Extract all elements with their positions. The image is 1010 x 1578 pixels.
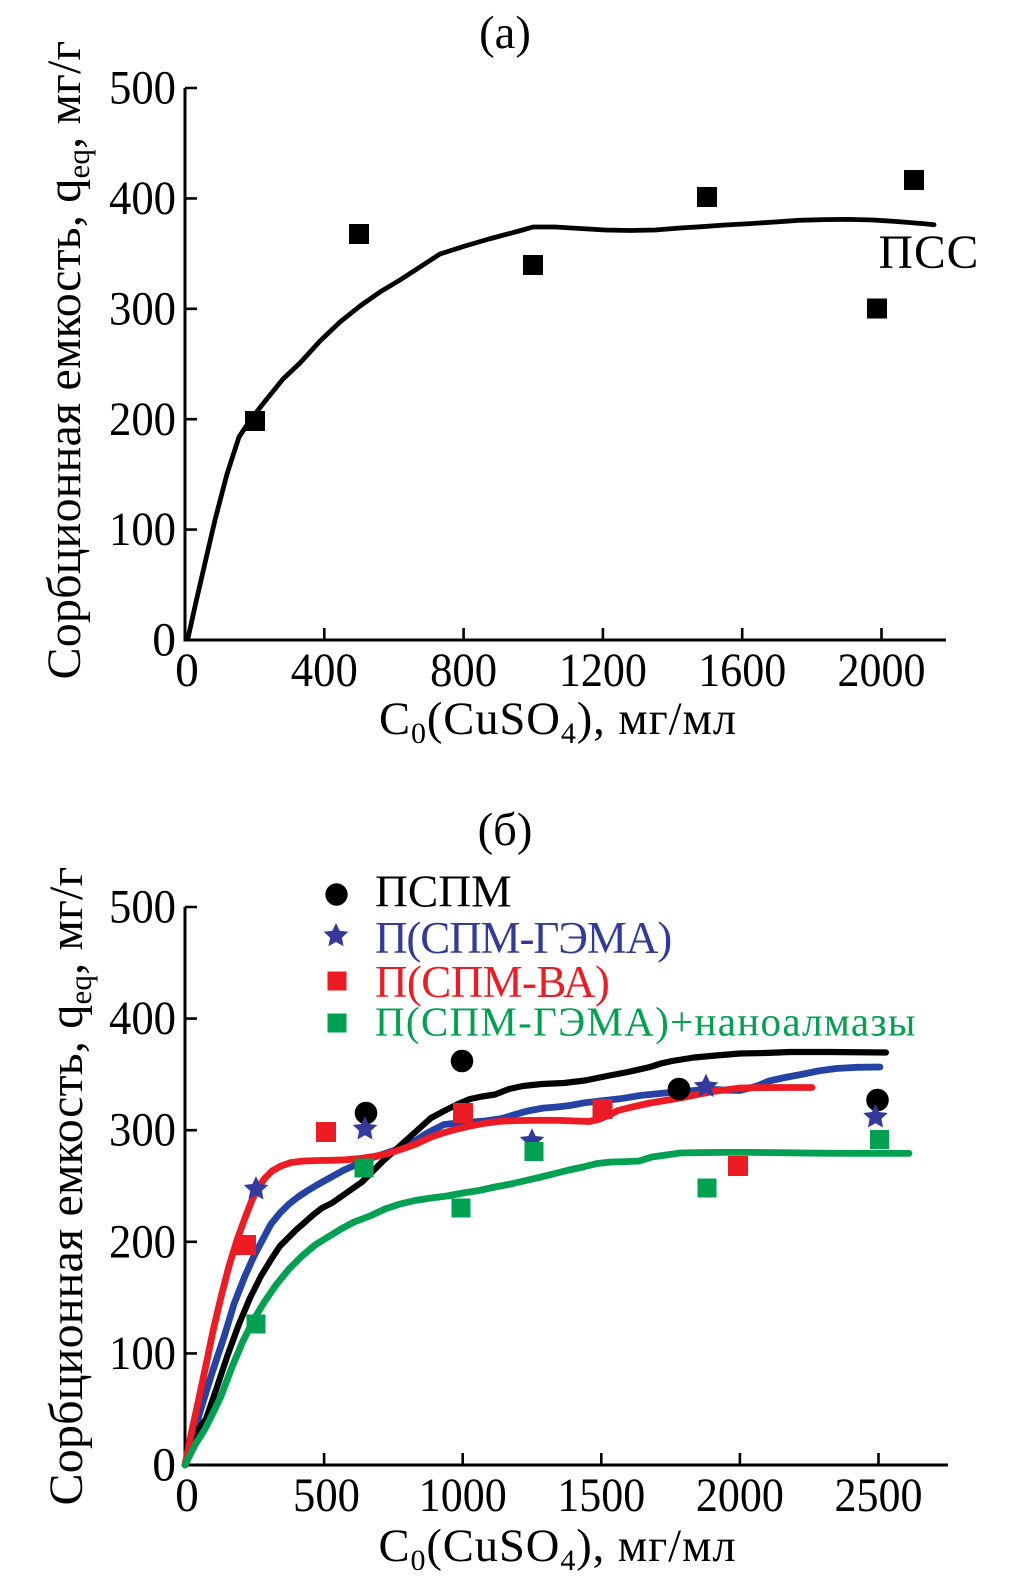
svg-text:2500: 2500 <box>835 1470 923 1522</box>
svg-text:C0(CuSO4), мг/мл: C0(CuSO4), мг/мл <box>378 1520 736 1577</box>
svg-text:0: 0 <box>175 1470 199 1522</box>
svg-text:300: 300 <box>109 283 176 335</box>
svg-text:Сорбционная емкость, qeq, мг/г: Сорбционная емкость, qeq, мг/г <box>38 41 96 680</box>
svg-text:П(СПМ-ГЭМА): П(СПМ-ГЭМА) <box>375 913 671 963</box>
svg-text:П(СПМ-ГЭМА)+наноалмазы: П(СПМ-ГЭМА)+наноалмазы <box>375 999 917 1045</box>
svg-text:200: 200 <box>109 1216 176 1268</box>
svg-text:1200: 1200 <box>559 645 647 697</box>
svg-text:0: 0 <box>152 615 176 667</box>
svg-text:2000: 2000 <box>696 1470 784 1522</box>
svg-text:300: 300 <box>109 1105 176 1157</box>
svg-text:1600: 1600 <box>698 645 786 697</box>
svg-text:(б): (б) <box>478 804 533 856</box>
svg-text:2000: 2000 <box>838 645 926 697</box>
svg-text:400: 400 <box>109 173 176 225</box>
svg-text:500: 500 <box>109 882 176 934</box>
svg-text:(а): (а) <box>479 7 531 59</box>
svg-text:1500: 1500 <box>557 1470 645 1522</box>
svg-text:П(СПМ-ВА): П(СПМ-ВА) <box>375 957 609 1007</box>
svg-text:400: 400 <box>291 645 358 697</box>
svg-text:400: 400 <box>109 993 176 1045</box>
svg-text:500: 500 <box>293 1470 360 1522</box>
svg-text:100: 100 <box>109 1328 176 1380</box>
svg-text:0: 0 <box>175 645 199 697</box>
svg-text:500: 500 <box>109 63 176 115</box>
svg-text:800: 800 <box>430 645 497 697</box>
svg-text:100: 100 <box>109 504 176 556</box>
svg-text:0: 0 <box>152 1440 176 1492</box>
svg-text:C0(CuSO4), мг/мл: C0(CuSO4), мг/мл <box>379 693 737 750</box>
svg-text:1000: 1000 <box>419 1470 507 1522</box>
svg-text:200: 200 <box>109 394 176 446</box>
svg-text:ПСС: ПСС <box>879 227 980 279</box>
svg-text:Сорбционная емкость, qeq, мг/г: Сорбционная емкость, qeq, мг/г <box>40 867 98 1506</box>
svg-text:ПСПМ: ПСПМ <box>375 866 512 917</box>
